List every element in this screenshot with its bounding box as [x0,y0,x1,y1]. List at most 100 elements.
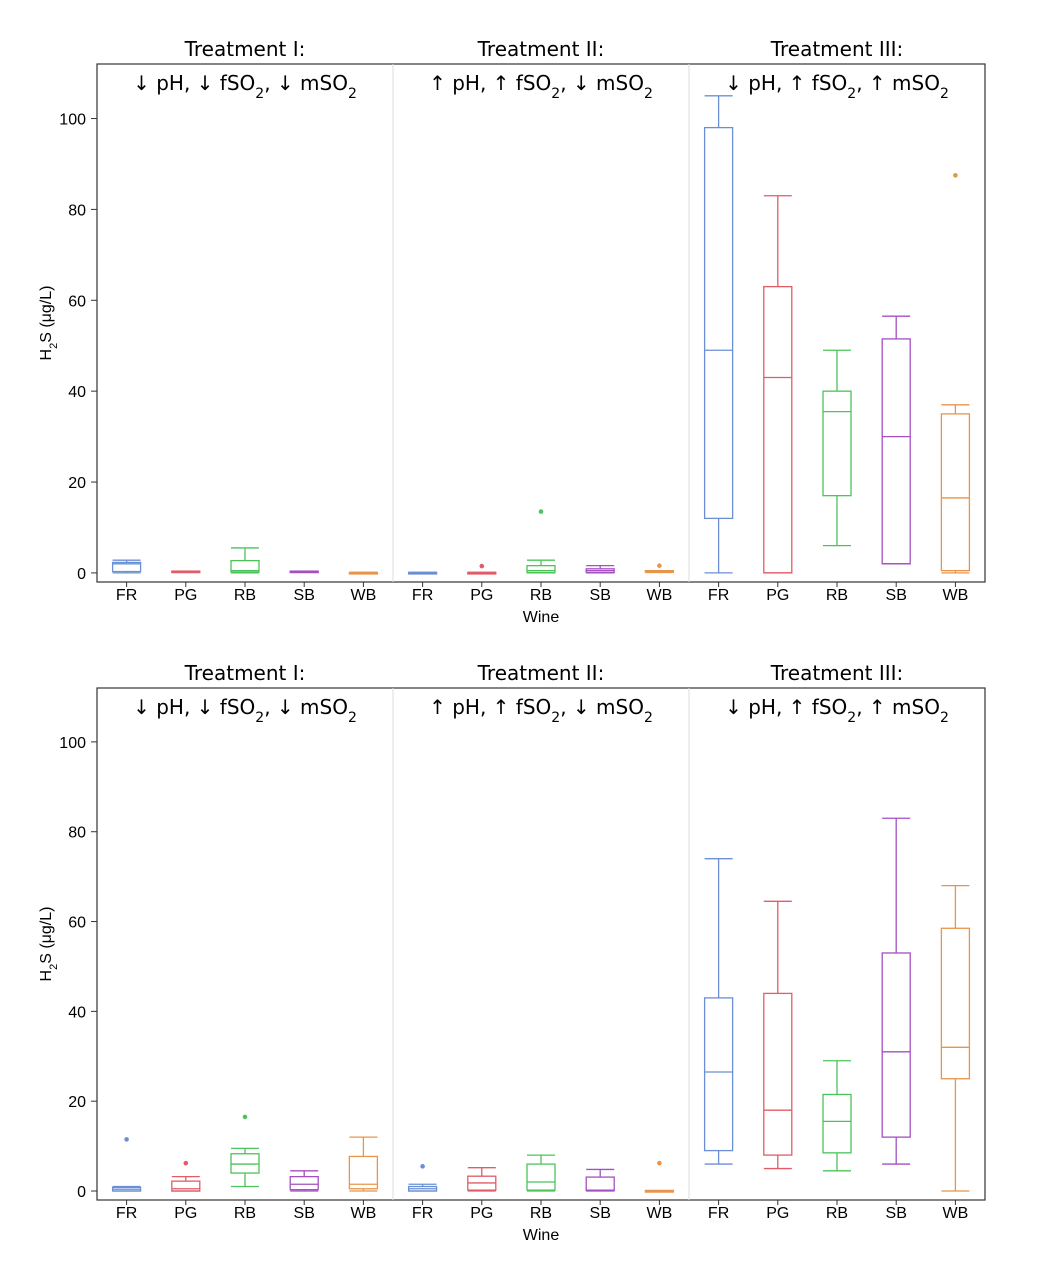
y-tick-label: 0 [77,1184,86,1201]
y-axis-label: H2S (μg/L) [38,907,60,982]
box-sb [585,564,615,574]
box-wb [348,571,379,575]
outlier-point [479,563,485,569]
iqr-box [111,561,142,573]
box-rb [230,547,260,574]
plot-frame [96,687,986,1201]
outlier-point [183,1160,189,1166]
y-tick-label: 100 [59,112,86,129]
y-tick-label: 80 [68,202,86,219]
x-axis-label: Wine [523,609,560,626]
iqr-box [881,338,911,565]
box-sb [881,315,911,565]
y-tick-label: 20 [68,475,86,492]
outlier-point [242,1114,248,1120]
x-tick-label: SB [590,587,611,604]
iqr-box [585,1176,615,1192]
outlier-point [420,1164,425,1169]
x-tick-label: RB [234,1205,256,1222]
iqr-box [822,1093,852,1154]
box-wb [348,1136,379,1192]
panel-subtitle: ↑ pH, ↑ fSO2, ↓ mSO2 [429,695,653,726]
iqr-box [822,390,852,497]
x-tick-label: WB [943,1205,969,1222]
x-tick-label: RB [826,587,848,604]
box-wb [940,173,971,574]
box-pg [467,1167,497,1192]
plot-frame [96,63,986,583]
outlier-point [953,173,958,178]
y-tick-label: 20 [68,1094,86,1111]
iqr-box [348,1155,379,1190]
panel-subtitle: ↓ pH, ↑ fSO2, ↑ mSO2 [725,71,949,102]
y-tick-label: 60 [68,915,86,932]
iqr-box [763,285,793,574]
box-fr [407,1164,438,1192]
x-tick-label: RB [530,1205,552,1222]
x-axis-label: Wine [523,1227,560,1244]
outlier-point [538,509,544,514]
outlier-point [124,1137,129,1142]
iqr-box [703,126,734,520]
x-tick-label: WB [647,587,673,604]
iqr-box [940,413,971,572]
box-sb [289,570,319,574]
x-tick-label: WB [647,1205,673,1222]
x-tick-label: PG [470,1205,493,1222]
x-tick-label: PG [766,1205,789,1222]
x-tick-label: PG [766,587,789,604]
panel-title: Treatment I: [184,661,306,685]
box-rb [526,1154,556,1192]
iqr-box [526,1163,556,1191]
x-tick-label: FR [708,1205,729,1222]
x-tick-label: RB [234,587,256,604]
outlier-point [657,1160,662,1166]
iqr-box [171,1180,201,1192]
x-tick-label: FR [708,587,729,604]
iqr-box [881,952,911,1138]
y-tick-label: 80 [68,825,86,842]
x-tick-label: PG [174,1205,197,1222]
iqr-box [289,1175,319,1191]
panel-title: Treatment III: [770,37,904,61]
box-wb [644,1160,675,1193]
y-tick-label: 100 [59,735,86,752]
x-tick-label: WB [351,1205,377,1222]
y-axis-label: H2S (μg/L) [38,286,60,361]
x-tick-label: WB [351,587,377,604]
x-tick-label: FR [116,1205,137,1222]
box-sb [881,817,911,1165]
box-fr [111,1137,142,1192]
outlier-point [657,563,662,568]
panel-title: Treatment II: [477,661,605,685]
x-tick-label: SB [590,1205,611,1222]
iqr-box [703,997,734,1152]
x-tick-label: RB [826,1205,848,1222]
box-rb [822,1060,852,1172]
panel-title: Treatment I: [184,37,306,61]
box-fr [703,95,734,574]
x-tick-label: FR [412,587,433,604]
box-wb [940,884,971,1192]
x-tick-label: SB [886,587,907,604]
x-tick-label: SB [294,1205,315,1222]
iqr-box [230,559,260,573]
x-tick-label: FR [116,587,137,604]
box-pg [763,900,793,1170]
x-tick-label: RB [530,587,552,604]
iqr-box [940,927,971,1080]
box-rb [526,509,556,574]
box-rb [230,1114,260,1188]
y-tick-label: 0 [77,566,86,583]
iqr-box [526,564,556,574]
box-fr [111,559,142,574]
panel-subtitle: ↑ pH, ↑ fSO2, ↓ mSO2 [429,71,653,102]
panel-subtitle: ↓ pH, ↓ fSO2, ↓ mSO2 [133,695,357,726]
x-tick-label: SB [294,587,315,604]
box-fr [703,858,734,1165]
box-wb [644,563,675,574]
box-sb [289,1170,319,1192]
chart-bottom: 0 20 40 60 80 100 H2S (μg/L) Wine Treatment I: ↓ … [38,661,986,1244]
x-tick-label: WB [943,587,969,604]
